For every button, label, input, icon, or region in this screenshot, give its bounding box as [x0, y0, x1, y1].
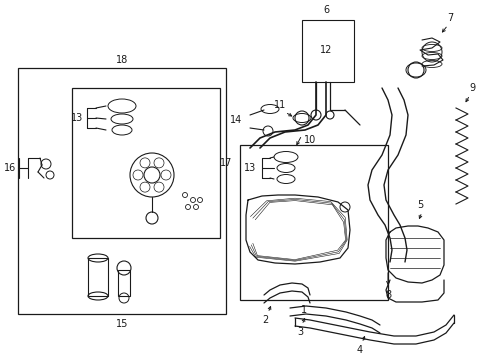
Bar — [302, 20, 353, 82]
Text: 16: 16 — [4, 163, 16, 173]
Text: 4: 4 — [356, 345, 362, 355]
Text: 2: 2 — [262, 315, 267, 325]
Text: 13: 13 — [71, 113, 83, 123]
Text: 3: 3 — [296, 327, 303, 337]
Bar — [18, 68, 225, 314]
Text: 9: 9 — [468, 83, 474, 93]
Bar — [118, 270, 130, 296]
Text: 17: 17 — [220, 158, 232, 168]
Text: 7: 7 — [446, 13, 452, 23]
Bar — [72, 88, 220, 238]
Text: 11: 11 — [273, 100, 285, 110]
Text: 8: 8 — [384, 290, 390, 300]
Text: 5: 5 — [416, 200, 422, 210]
Text: 6: 6 — [322, 5, 328, 15]
Bar — [240, 145, 387, 300]
Text: 12: 12 — [319, 45, 331, 55]
Bar — [88, 258, 108, 296]
Text: 10: 10 — [303, 135, 315, 145]
Text: 14: 14 — [229, 115, 242, 125]
Text: 15: 15 — [116, 319, 128, 329]
Text: 13: 13 — [244, 163, 256, 173]
Text: 1: 1 — [300, 305, 306, 315]
Text: 18: 18 — [116, 55, 128, 65]
